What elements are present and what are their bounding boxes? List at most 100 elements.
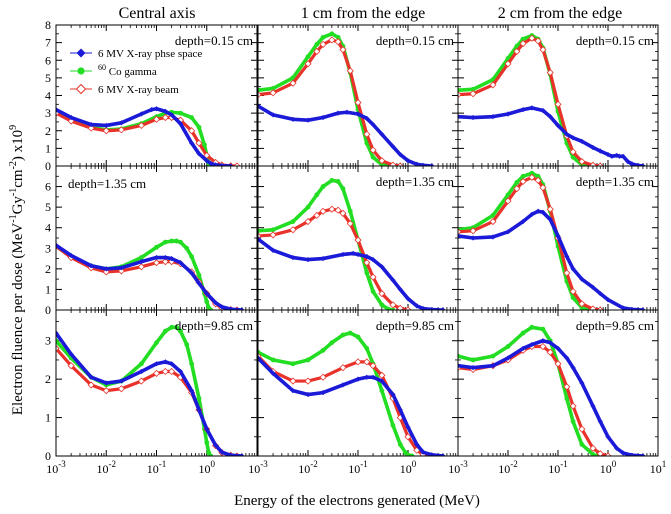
data-point-phase-space [635, 162, 641, 166]
data-point-co-gamma [520, 36, 526, 42]
data-point-phase-space [470, 114, 476, 121]
data-point-phase-space [196, 407, 202, 413]
data-point-co-gamma [379, 388, 385, 394]
data-point-phase-space [88, 121, 94, 128]
data-point-phase-space [405, 424, 411, 430]
data-point-phase-space [320, 390, 326, 396]
data-point-co-gamma [204, 299, 210, 305]
data-point-xray-beam [489, 81, 497, 89]
data-point-co-gamma [570, 295, 576, 301]
data-point-xray-beam [504, 60, 512, 68]
data-point-xray-beam [161, 258, 169, 266]
data-point-phase-space [440, 453, 446, 456]
x-tick-label: 10-3 [448, 459, 468, 476]
data-point-phase-space [547, 216, 553, 223]
data-point-xray-beam [304, 217, 312, 226]
data-point-phase-space [56, 242, 59, 248]
data-point-xray-beam [519, 39, 527, 48]
data-point-co-gamma [505, 192, 511, 198]
data-point-phase-space [228, 163, 234, 166]
data-point-xray-beam [596, 162, 604, 166]
data-point-co-gamma [370, 289, 376, 294]
y-tick-label: 0 [45, 159, 51, 173]
data-point-phase-space [420, 449, 426, 455]
data-point-co-gamma [196, 124, 202, 130]
data-point-phase-space [570, 135, 576, 141]
data-point-phase-space [590, 144, 596, 151]
y-tick-label: 1 [45, 411, 51, 425]
legend-item-1: 60 Co gamma [70, 63, 157, 78]
depth-label: depth=1.35 cm [68, 176, 146, 191]
series-line-60co-gamma [258, 331, 414, 456]
data-point-phase-space [505, 355, 511, 361]
data-point-xray-beam [389, 161, 397, 166]
data-point-co-gamma [174, 324, 179, 330]
data-point-co-gamma [189, 254, 195, 259]
data-point-co-gamma [520, 173, 526, 179]
data-point-phase-space [605, 151, 611, 158]
plot-area [458, 33, 646, 166]
depth-label: depth=9.85 cm [376, 318, 454, 333]
data-point-phase-space [540, 338, 546, 344]
data-point-co-gamma [385, 306, 391, 310]
data-point-phase-space [258, 103, 261, 109]
column-title-2cm-edge: 2 cm from the edge [498, 5, 622, 22]
data-point-xray-beam [396, 162, 404, 166]
x-tick-label: 10-2 [298, 459, 318, 476]
depth-label: depth=1.35 cm [376, 174, 454, 189]
data-point-co-gamma [540, 326, 546, 332]
data-point-phase-space [529, 341, 535, 348]
panel-r1-c0: 0 1 2 3 4 5 6 depth=1.35 cm [45, 165, 258, 317]
data-point-xray-beam [604, 452, 612, 456]
data-point-xray-beam [519, 177, 527, 185]
data-point-xray-beam [589, 161, 597, 166]
data-point-xray-beam [554, 360, 562, 368]
data-point-co-gamma [347, 208, 353, 214]
data-point-phase-space [169, 255, 175, 262]
depth-label: depth=9.85 cm [576, 318, 654, 333]
data-point-phase-space [458, 114, 461, 120]
data-point-phase-space [344, 109, 350, 115]
data-point-xray-beam [289, 377, 297, 385]
data-point-phase-space [414, 441, 420, 448]
data-point-phase-space [320, 114, 326, 121]
legend-marker-filled-diamond [76, 48, 86, 58]
y-tick-label: 6 [45, 180, 51, 194]
data-point-xray-beam [458, 228, 462, 236]
data-point-phase-space [555, 345, 561, 352]
data-point-xray-beam [339, 209, 347, 217]
data-point-co-gamma [290, 361, 296, 367]
data-point-co-gamma [204, 440, 210, 445]
plot-area [56, 106, 241, 166]
series-line-60co-gamma [458, 325, 599, 456]
data-point-co-gamma [178, 110, 183, 116]
data-point-phase-space [204, 426, 210, 432]
data-point-phase-space [590, 403, 596, 409]
data-point-co-gamma [314, 192, 320, 198]
data-point-co-gamma [258, 87, 261, 93]
data-point-xray-beam [534, 176, 542, 184]
plot-area [56, 324, 245, 456]
data-point-co-gamma [564, 395, 570, 401]
data-point-co-gamma [520, 330, 526, 336]
data-point-co-gamma [138, 255, 144, 260]
data-point-co-gamma [409, 453, 415, 456]
data-point-phase-space [103, 380, 109, 386]
data-point-phase-space [620, 450, 626, 456]
x-tick-label: 10-3 [248, 459, 268, 476]
series-line-6-mv-x-ray-beam [458, 175, 602, 310]
data-point-xray-beam [304, 377, 312, 385]
data-point-xray-beam [469, 90, 477, 98]
data-point-xray-beam [513, 47, 521, 56]
data-point-phase-space [305, 117, 311, 123]
column-title-1cm-edge: 1 cm from the edge [301, 5, 425, 22]
data-point-co-gamma [329, 178, 335, 183]
data-point-xray-beam [539, 184, 547, 192]
data-point-xray-beam [404, 306, 412, 310]
data-point-phase-space [390, 391, 396, 398]
data-point-co-gamma [505, 344, 511, 349]
data-point-phase-space [162, 108, 168, 114]
data-point-phase-space [204, 158, 210, 164]
data-point-co-gamma [364, 140, 370, 146]
